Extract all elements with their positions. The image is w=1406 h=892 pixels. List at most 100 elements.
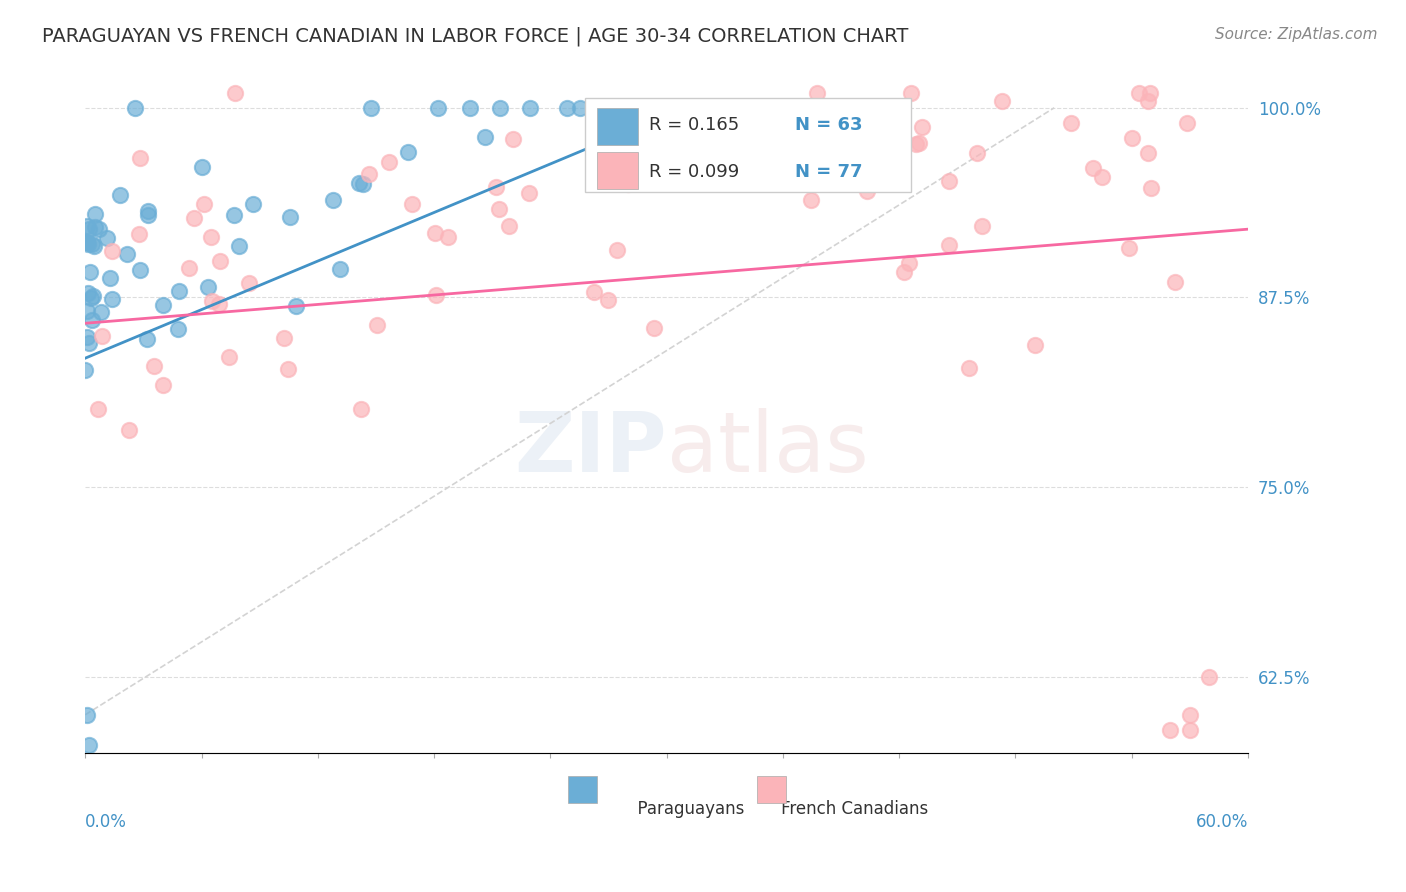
French Canadians — [855, 184, 877, 198]
French Canadians — [502, 132, 524, 146]
French Canadians — [1081, 161, 1104, 176]
French Canadians — [349, 401, 371, 416]
Paraguayans — [128, 262, 150, 277]
French Canadians — [1024, 338, 1046, 352]
Paraguayans — [427, 101, 450, 115]
French Canadians — [1137, 145, 1160, 160]
French Canadians — [437, 229, 460, 244]
Paraguayans — [519, 101, 541, 115]
Paraguayans — [115, 247, 138, 261]
French Canadians — [128, 227, 150, 241]
Paraguayans — [360, 101, 382, 115]
Paraguayans — [110, 188, 132, 202]
Paraguayans — [83, 220, 105, 235]
Paraguayans — [75, 363, 97, 377]
Paraguayans — [75, 235, 97, 249]
Paraguayans — [90, 304, 112, 318]
French Canadians — [179, 261, 201, 276]
Paraguayans — [76, 235, 98, 249]
Paraguayans — [152, 298, 174, 312]
Paraguayans — [242, 197, 264, 211]
French Canadians — [423, 226, 446, 240]
French Canadians — [224, 86, 246, 100]
French Canadians — [152, 378, 174, 392]
Paraguayans — [167, 285, 190, 299]
Paraguayans — [285, 300, 308, 314]
Paraguayans — [568, 101, 591, 115]
French Canadians — [780, 147, 803, 161]
Paraguayans — [77, 222, 100, 236]
French Canadians — [87, 402, 110, 417]
Paraguayans — [79, 265, 101, 279]
French Canadians — [218, 350, 240, 364]
French Canadians — [1060, 116, 1083, 130]
French Canadians — [890, 122, 912, 136]
French Canadians — [401, 197, 423, 211]
Paraguayans — [700, 101, 723, 115]
French Canadians — [1178, 723, 1201, 737]
French Canadians — [200, 230, 222, 244]
French Canadians — [938, 238, 960, 252]
Text: 60.0%: 60.0% — [1195, 814, 1249, 831]
Text: PARAGUAYAN VS FRENCH CANADIAN IN LABOR FORCE | AGE 30-34 CORRELATION CHART: PARAGUAYAN VS FRENCH CANADIAN IN LABOR F… — [42, 27, 908, 46]
FancyBboxPatch shape — [598, 108, 637, 145]
Paraguayans — [135, 332, 157, 346]
Paraguayans — [77, 237, 100, 252]
French Canadians — [488, 202, 510, 216]
French Canadians — [617, 177, 640, 191]
Paraguayans — [692, 101, 714, 115]
French Canadians — [733, 146, 755, 161]
Paraguayans — [96, 231, 118, 245]
Paraguayans — [79, 336, 101, 351]
French Canadians — [517, 186, 540, 201]
Paraguayans — [136, 208, 159, 222]
Paraguayans — [77, 738, 100, 752]
Paraguayans — [83, 239, 105, 253]
Text: N = 63: N = 63 — [794, 116, 862, 134]
Paraguayans — [76, 707, 98, 722]
Paraguayans — [87, 221, 110, 235]
French Canadians — [201, 294, 224, 309]
French Canadians — [128, 151, 150, 165]
FancyBboxPatch shape — [598, 152, 637, 189]
French Canadians — [366, 318, 388, 332]
French Canadians — [208, 297, 231, 311]
French Canadians — [208, 253, 231, 268]
French Canadians — [938, 173, 960, 187]
French Canadians — [966, 146, 988, 161]
French Canadians — [1178, 707, 1201, 722]
Paraguayans — [352, 177, 374, 191]
French Canadians — [905, 137, 928, 152]
French Canadians — [907, 136, 929, 150]
French Canadians — [238, 276, 260, 290]
French Canadians — [900, 86, 922, 100]
Paraguayans — [76, 219, 98, 234]
French Canadians — [800, 193, 823, 207]
Paraguayans — [458, 101, 481, 115]
French Canadians — [1128, 86, 1150, 100]
Paraguayans — [621, 101, 644, 115]
Text: Paraguayans       French Canadians: Paraguayans French Canadians — [585, 800, 928, 818]
French Canadians — [1159, 723, 1181, 737]
Paraguayans — [101, 293, 124, 307]
French Canadians — [118, 423, 141, 437]
Paraguayans — [76, 303, 98, 318]
French Canadians — [91, 329, 114, 343]
French Canadians — [359, 167, 381, 181]
French Canadians — [498, 219, 520, 233]
French Canadians — [100, 244, 122, 258]
Paraguayans — [557, 101, 579, 115]
French Canadians — [643, 321, 665, 335]
FancyBboxPatch shape — [568, 776, 598, 804]
Paraguayans — [228, 239, 250, 253]
Paraguayans — [474, 130, 496, 145]
FancyBboxPatch shape — [585, 98, 911, 193]
French Canadians — [485, 179, 508, 194]
Paraguayans — [77, 285, 100, 300]
Text: 0.0%: 0.0% — [86, 814, 127, 831]
Text: atlas: atlas — [666, 409, 869, 490]
French Canadians — [957, 360, 980, 375]
French Canadians — [1164, 275, 1187, 289]
French Canadians — [277, 362, 299, 376]
Paraguayans — [278, 211, 301, 225]
